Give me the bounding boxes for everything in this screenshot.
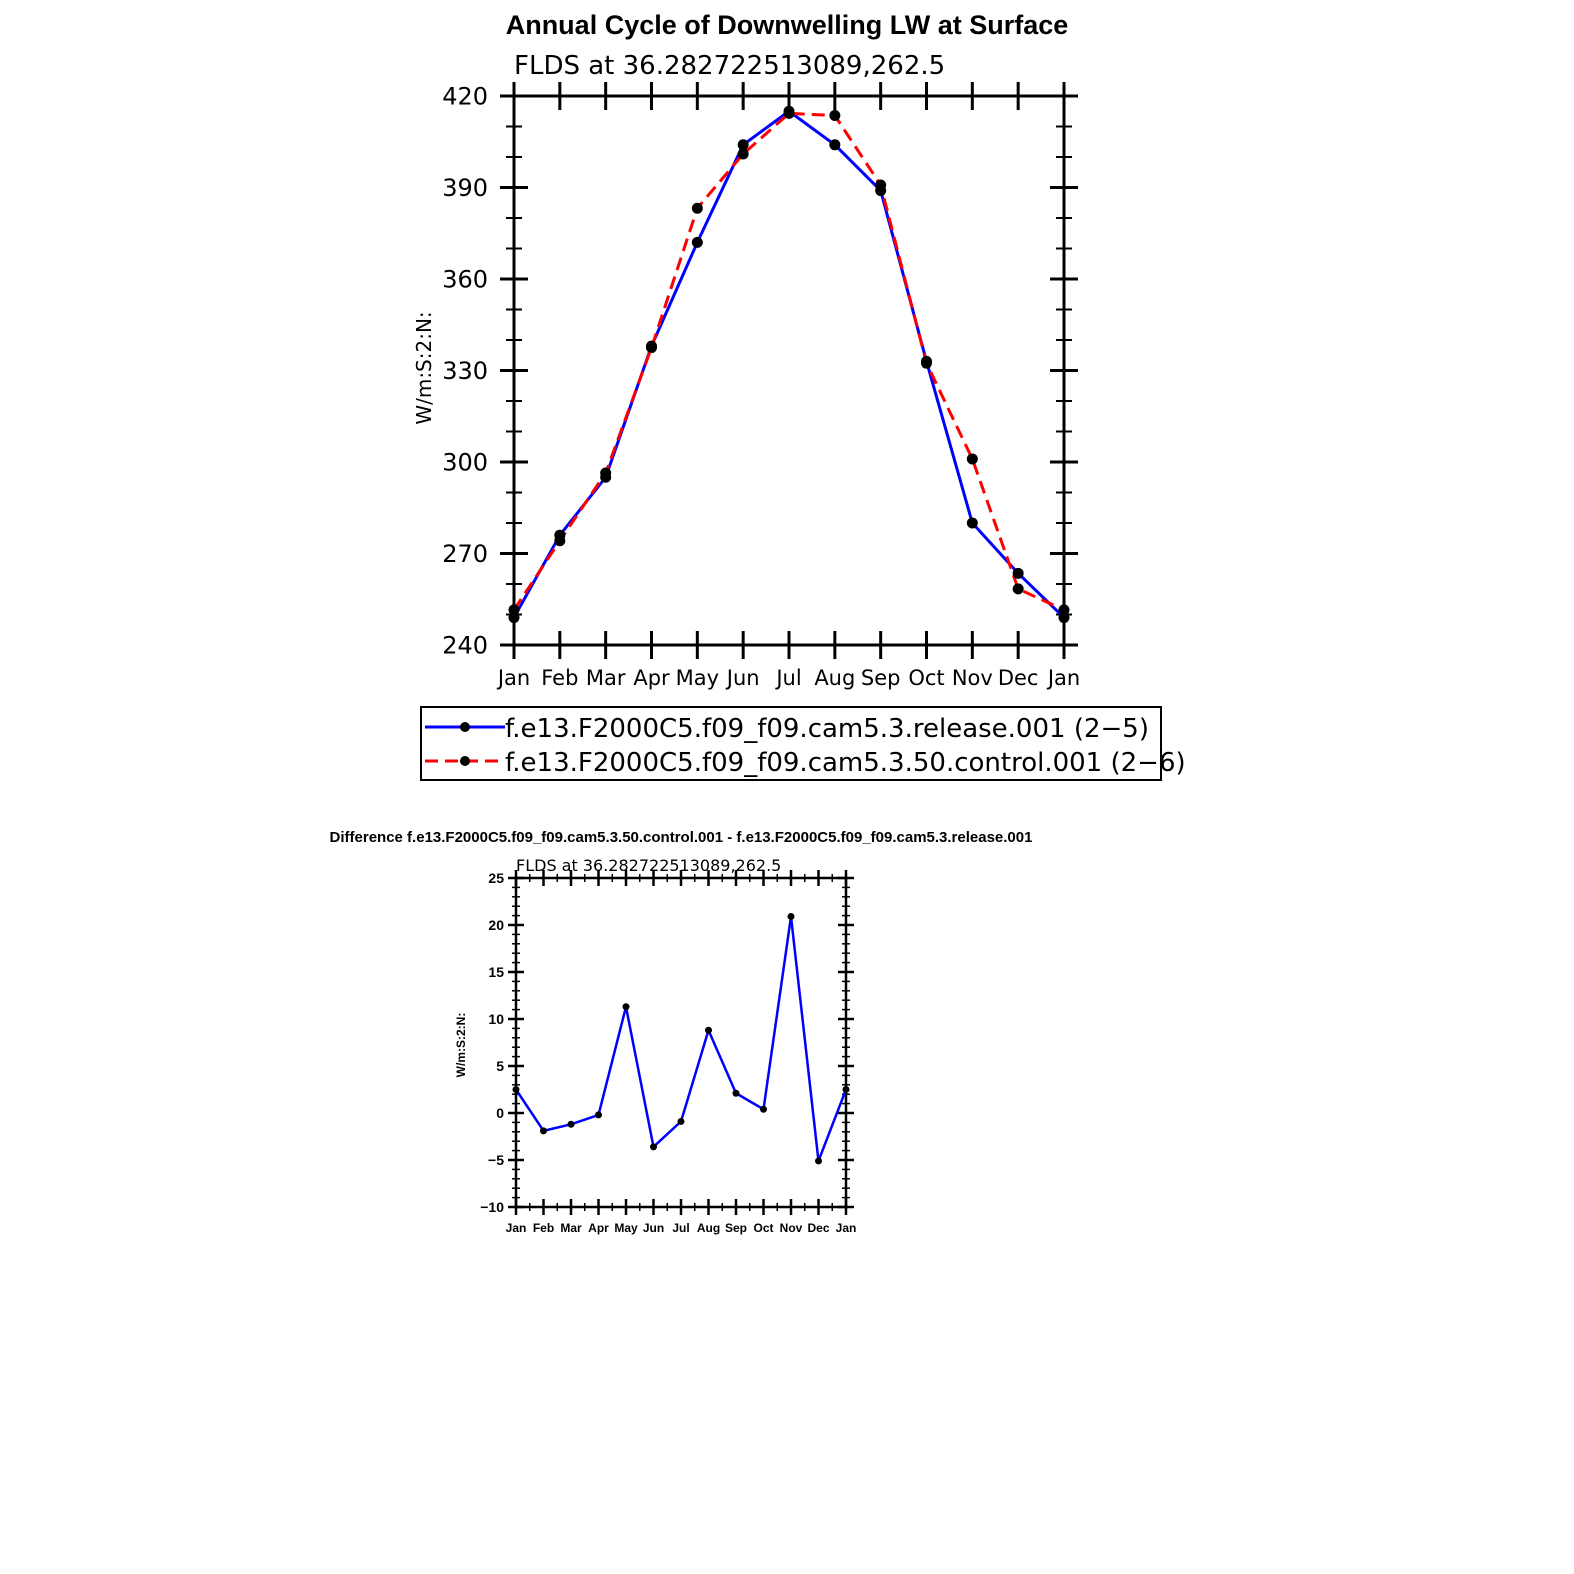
diff-xtick-label: Jan — [836, 1221, 857, 1235]
main-xtick-label: May — [676, 666, 719, 690]
diff-ytick-label: 0 — [496, 1105, 504, 1121]
diff-xtick-label: Jul — [672, 1221, 689, 1235]
diff-series-0-point — [622, 1003, 630, 1011]
diff-series-0-point — [815, 1157, 822, 1165]
main-series-1-point — [921, 357, 932, 369]
main-xtick-label: Feb — [541, 666, 578, 690]
diff-series-0-point — [677, 1117, 685, 1125]
main-series-1-point — [875, 179, 887, 191]
diff-xtick-label: Jun — [643, 1221, 664, 1235]
main-chart-subtitle: FLDS at 36.282722513089,262.5 — [514, 51, 945, 81]
diff-series-0-point — [732, 1089, 740, 1097]
legend-marker-release — [460, 722, 470, 732]
main-xtick-label: Nov — [952, 666, 993, 690]
main-xtick-label: Dec — [998, 666, 1039, 690]
main-ytick-label: 330 — [442, 357, 488, 385]
main-chart: Jan Feb Mar Apr May Jun Jul Aug Sep Oct Nov Dec Jan 2… — [442, 82, 1080, 690]
main-chart-legend: f.e13.F2000C5.f09_f09.cam5.3.release.001… — [420, 706, 1186, 781]
main-series-1-point — [554, 535, 566, 547]
main-series-0-point — [829, 139, 841, 151]
diff-series-0-point — [787, 913, 795, 921]
main-series-1-point — [829, 110, 841, 122]
diff-xtick-label: Aug — [697, 1221, 720, 1235]
main-series-0-point — [966, 517, 978, 529]
diff-xtick-label: Dec — [807, 1221, 829, 1235]
diff-series-0-point — [540, 1127, 547, 1135]
diff-ytick-label: 15 — [488, 964, 504, 980]
main-ytick-label: 300 — [442, 449, 488, 477]
main-xtick-label: Jan — [1046, 666, 1080, 690]
main-chart-ylabel: W/m:S:2:N: — [412, 311, 436, 424]
diff-plot-frame — [514, 876, 848, 1209]
main-series-1-point — [600, 467, 612, 479]
main-series-1-point — [1058, 604, 1070, 616]
main-xtick-label: Jan — [496, 666, 530, 690]
diff-ytick-label: 5 — [496, 1058, 504, 1074]
diff-series-0-point — [760, 1105, 767, 1113]
main-xtick-label: Jun — [725, 666, 760, 690]
legend-label-release: f.e13.F2000C5.f09_f09.cam5.3.release.001… — [505, 714, 1149, 744]
main-series-1-point — [691, 202, 703, 214]
main-series-line-0 — [512, 109, 1066, 619]
main-series-1-point — [966, 453, 978, 465]
main-ytick-label: 270 — [442, 540, 488, 568]
diff-series-0-point — [705, 1026, 712, 1034]
main-ytick-label: 390 — [442, 174, 488, 202]
diff-ytick-label: 10 — [488, 1011, 504, 1027]
main-chart-title: Annual Cycle of Downwelling LW at Surfac… — [506, 10, 1069, 40]
diff-chart: Jan Feb Mar Apr May Jun Jul Aug Sep Oct Nov Dec Jan−… — [480, 870, 856, 1235]
main-xtick-label: Jul — [774, 666, 801, 690]
main-series-1-point — [737, 148, 749, 160]
diff-xtick-label: Sep — [725, 1221, 747, 1235]
main-series-line-1 — [512, 111, 1065, 612]
diff-ytick-label: −5 — [488, 1152, 504, 1168]
main-xtick-label: Mar — [586, 666, 626, 690]
main-series-1-point — [783, 107, 795, 119]
diff-xtick-label: Nov — [780, 1221, 803, 1235]
diff-series-0-point — [595, 1111, 602, 1119]
legend-marker-control — [460, 756, 470, 766]
legend-box — [420, 706, 1162, 781]
diff-series-0-point — [650, 1143, 657, 1151]
main-series-0-point — [1012, 567, 1024, 579]
diff-xtick-label: May — [614, 1221, 638, 1235]
main-series-0-point — [1058, 612, 1070, 624]
diff-ytick-label: 20 — [488, 917, 504, 933]
main-ytick-label: 360 — [442, 266, 488, 294]
diff-xtick-label: Jan — [506, 1221, 527, 1235]
main-series-0-point — [737, 139, 749, 151]
main-xtick-label: Aug — [814, 666, 855, 690]
diff-ytick-label: −10 — [480, 1199, 504, 1215]
diff-xtick-label: Mar — [560, 1221, 582, 1235]
diff-series-0-point — [512, 1086, 520, 1093]
diff-xtick-label: Apr — [588, 1221, 609, 1235]
main-xtick-label: Oct — [908, 666, 944, 690]
diff-series-0-point — [567, 1120, 575, 1128]
main-series-1-point — [508, 604, 520, 616]
diff-chart-ylabel: W/m:S:2:N: — [454, 1013, 468, 1078]
main-xtick-label: Apr — [633, 666, 670, 690]
diff-xtick-label: Oct — [753, 1221, 773, 1235]
diff-xtick-label: Feb — [533, 1221, 554, 1235]
main-ytick-label: 240 — [442, 632, 488, 660]
main-plot-frame — [512, 94, 1066, 647]
diff-chart-subtitle: FLDS at 36.282722513089,262.5 — [516, 856, 781, 875]
legend-label-control: f.e13.F2000C5.f09_f09.cam5.3.50.control.… — [505, 748, 1186, 778]
diff-series-0-point — [842, 1086, 850, 1093]
main-series-1-point — [646, 342, 657, 354]
main-series-0-point — [508, 612, 520, 624]
diff-chart-title: Difference f.e13.F2000C5.f09_f09.cam5.3.… — [330, 829, 1033, 846]
main-series-0-point — [691, 236, 703, 248]
main-ytick-label: 420 — [442, 83, 488, 111]
main-xtick-label: Sep — [861, 666, 901, 690]
diff-ytick-label: 25 — [488, 870, 504, 886]
main-series-1-point — [1012, 583, 1024, 595]
